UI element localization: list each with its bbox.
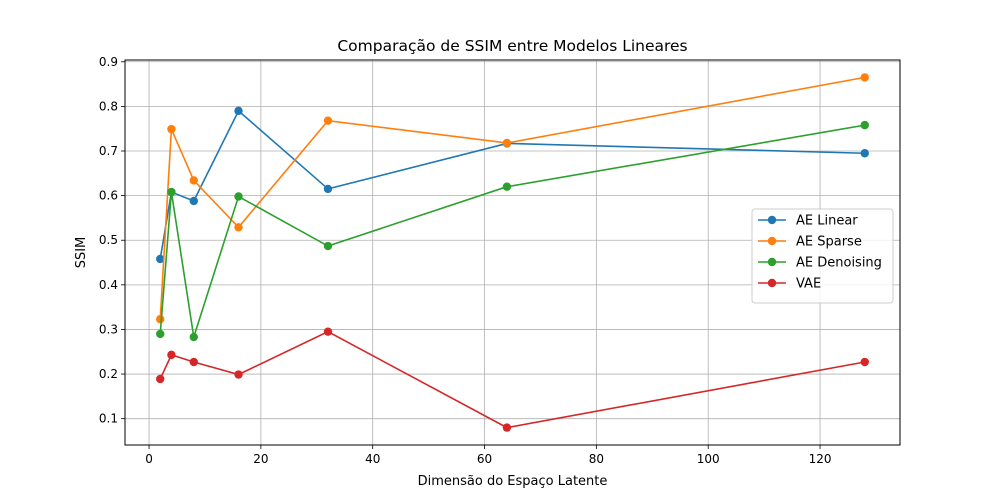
y-tick-label: 0.5 — [99, 233, 118, 247]
axis-ticks: 0 20 40 60 80 100 120 0.1 0.2 0.3 0.4 0.5 0.6 0.7 0.8 0… — [99, 55, 832, 466]
legend-swatch-marker — [767, 236, 777, 246]
y-tick-label: 0.2 — [99, 367, 118, 381]
legend-item: AE Sparse — [758, 235, 862, 250]
legend-label: AE Sparse — [796, 235, 862, 250]
y-tick-label: 0.7 — [99, 144, 118, 158]
data-point — [323, 116, 333, 125]
series-ae-denoising — [156, 120, 869, 342]
data-point — [323, 241, 333, 251]
data-point — [234, 370, 243, 379]
series-line — [159, 330, 865, 429]
y-tick-label: 0.6 — [99, 189, 118, 203]
legend-box — [751, 208, 894, 304]
data-point — [189, 176, 198, 185]
data-point — [323, 184, 333, 194]
legend-label: AE Linear — [796, 214, 858, 229]
x-tick-label: 100 — [697, 452, 720, 466]
legend: AE Linear AE Sparse AE Denoising VAE — [751, 208, 894, 304]
x-tick-label: 120 — [809, 452, 832, 466]
x-tick-label: 0 — [145, 452, 153, 466]
data-point — [167, 187, 176, 197]
data-point — [189, 196, 198, 206]
data-point — [860, 149, 869, 158]
legend-item: VAE — [758, 277, 821, 292]
data-point — [860, 73, 869, 82]
data-point — [860, 357, 869, 367]
legend-label: AE Denoising — [796, 256, 882, 271]
data-point — [156, 254, 165, 264]
y-tick-label: 0.8 — [99, 99, 118, 113]
legend-swatch-marker — [767, 215, 777, 225]
legend-swatch-marker — [767, 278, 777, 288]
data-point — [323, 327, 333, 336]
legend-swatch-marker — [767, 257, 777, 267]
y-tick-label: 0.4 — [99, 278, 118, 292]
chart-title: Comparação de SSIM entre Modelos Lineare… — [337, 37, 687, 55]
x-tick-label: 80 — [589, 452, 604, 466]
data-point — [167, 124, 176, 134]
legend-label: VAE — [796, 277, 821, 292]
data-point — [234, 223, 243, 232]
data-point — [234, 192, 243, 201]
data-point — [502, 138, 512, 148]
x-tick-label: 20 — [253, 452, 268, 466]
plot-frame — [124, 59, 901, 446]
legend-item: AE Linear — [758, 214, 858, 229]
data-point — [189, 357, 198, 367]
y-tick-label: 0.9 — [99, 55, 118, 69]
data-point — [502, 182, 512, 191]
y-tick-label: 0.3 — [99, 322, 118, 336]
data-point — [167, 350, 176, 360]
series-layer — [156, 73, 869, 432]
data-point — [189, 332, 198, 342]
x-tick-label: 60 — [477, 452, 492, 466]
data-point — [860, 120, 869, 130]
data-point — [156, 314, 165, 324]
data-point — [156, 374, 165, 384]
y-axis-label: SSIM — [74, 237, 89, 269]
x-axis-label: Dimensão do Espaço Latente — [418, 474, 608, 489]
series-vae — [156, 327, 869, 432]
legend-item: AE Denoising — [758, 256, 882, 271]
data-point — [156, 329, 165, 339]
x-tick-label: 40 — [365, 452, 380, 466]
y-tick-label: 0.1 — [99, 412, 118, 426]
data-point — [234, 106, 243, 116]
data-point — [502, 423, 512, 432]
